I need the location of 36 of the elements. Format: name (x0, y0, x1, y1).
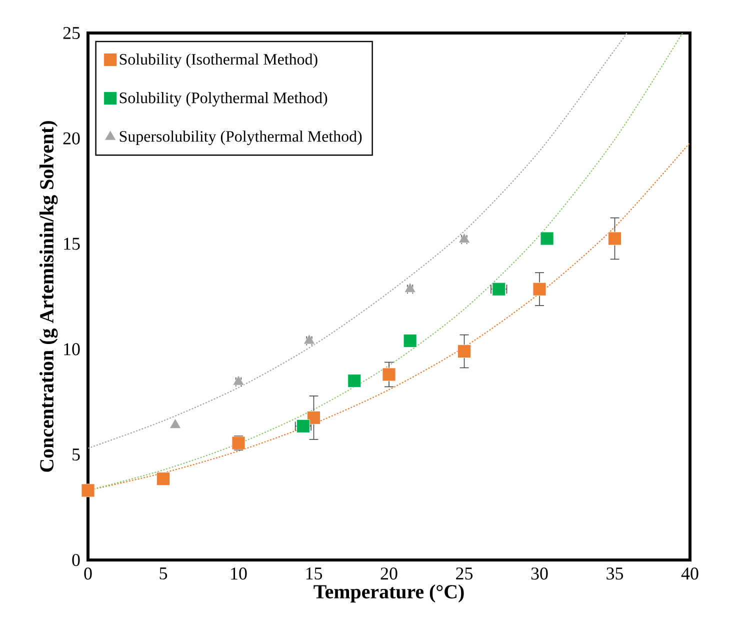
point (608, 232, 622, 246)
x-tick-label: 25 (456, 568, 473, 580)
x-tick-label: 30 (531, 568, 548, 580)
point (169, 418, 182, 429)
point (81, 484, 95, 498)
point (303, 334, 316, 344)
point (307, 411, 320, 424)
point (403, 334, 417, 348)
point (458, 232, 470, 244)
point (540, 232, 554, 246)
legend-label: Solubility (Polythermal Method) (120, 92, 328, 107)
y-tick-label: 0 (72, 554, 80, 566)
x-axis-title: Temperature (°C) (314, 584, 464, 603)
legend-label: Supersolubility (Polythermal Method) (120, 130, 362, 146)
point (458, 344, 471, 358)
y-tick-label: 25 (63, 26, 80, 40)
y-tick-label: 20 (63, 132, 80, 144)
y-tick-label: 15 (64, 238, 80, 250)
point (404, 282, 416, 293)
point (232, 375, 244, 386)
point (532, 282, 546, 296)
point (348, 374, 362, 388)
line-series (88, 32, 628, 449)
point (156, 472, 170, 486)
y-tick-label: 5 (72, 448, 80, 461)
x-tick-label: 40 (681, 568, 698, 580)
x-tick-label: 20 (380, 568, 398, 580)
y-axis-title: Concentration (g Artemisinin/kg Solvent) (39, 121, 58, 472)
x-tick-label: 10 (231, 568, 247, 580)
point (382, 368, 396, 382)
x-tick-label: 0 (84, 568, 92, 580)
y-tick-label: 10 (64, 343, 80, 356)
legend-label: Solubility (Isothermal Method) (120, 53, 318, 68)
x-tick-label: 15 (306, 568, 322, 580)
x-tick-label: 35 (606, 568, 624, 580)
x-tick-label: 5 (160, 568, 168, 580)
